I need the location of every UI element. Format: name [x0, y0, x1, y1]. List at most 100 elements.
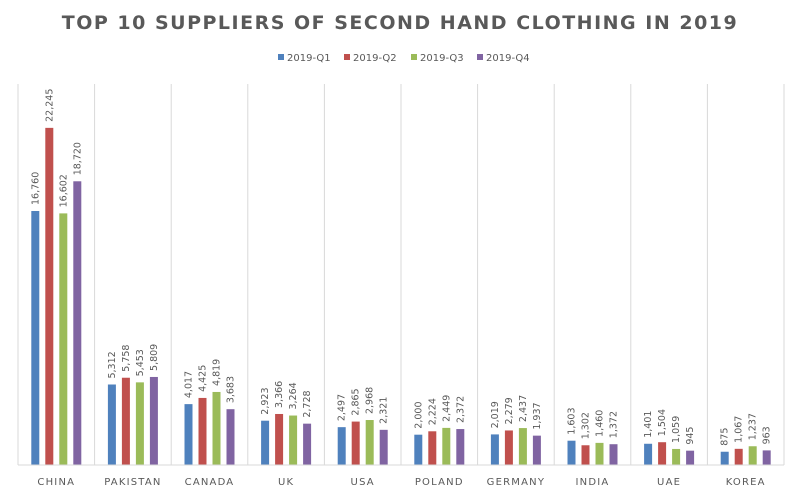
- bar-pakistan-2019-q2: [121, 377, 130, 465]
- category-label-india: INDIA: [576, 477, 610, 488]
- bar-china-2019-q4: [73, 181, 82, 465]
- bar-china-2019-q1: [31, 210, 40, 465]
- category-label-uk: UK: [278, 477, 294, 488]
- legend-label-1: 2019-Q1: [287, 53, 331, 64]
- data-label: 5,758: [121, 345, 132, 372]
- bar-korea-2019-q2: [734, 448, 743, 465]
- bar-india-2019-q3: [595, 442, 604, 465]
- bar-india-2019-q1: [567, 440, 576, 465]
- data-label: 2,923: [260, 387, 271, 414]
- legend-swatch-1: [278, 54, 284, 60]
- bar-uk-2019-q1: [261, 420, 270, 465]
- data-label: 5,453: [135, 349, 146, 376]
- bars: [31, 127, 771, 465]
- data-label: 1,937: [532, 402, 543, 429]
- data-label: 22,245: [44, 89, 55, 122]
- bar-canada-2019-q1: [184, 404, 193, 465]
- bar-china-2019-q2: [45, 127, 54, 465]
- category-label-poland: POLAND: [415, 477, 464, 488]
- data-label: 2,865: [351, 388, 362, 415]
- category-label-uae: UAE: [657, 477, 681, 488]
- data-label: 963: [762, 426, 773, 444]
- bar-uk-2019-q4: [303, 423, 312, 465]
- data-label: 3,366: [274, 381, 285, 408]
- category-label-china: CHINA: [37, 477, 75, 488]
- bar-china-2019-q3: [59, 213, 68, 465]
- data-label: 2,449: [441, 395, 452, 422]
- data-label: 4,425: [198, 365, 209, 392]
- bar-usa-2019-q2: [351, 421, 360, 465]
- data-label: 2,728: [302, 390, 313, 417]
- legend: 2019-Q1 2019-Q2 2019-Q3 2019-Q4: [278, 53, 530, 64]
- data-label: 2,000: [413, 401, 424, 428]
- bar-poland-2019-q4: [456, 429, 465, 465]
- bar-germany-2019-q1: [490, 434, 499, 465]
- data-label: 2,497: [337, 394, 348, 421]
- data-label: 1,603: [567, 408, 578, 435]
- bar-usa-2019-q4: [379, 429, 388, 465]
- bar-uae-2019-q3: [672, 448, 681, 465]
- bar-poland-2019-q3: [442, 427, 451, 465]
- data-label: 2,019: [490, 401, 501, 428]
- bar-germany-2019-q3: [518, 428, 527, 465]
- chart-title: TOP 10 SUPPLIERS OF SECOND HAND CLOTHING…: [62, 12, 738, 34]
- data-label: 2,968: [365, 387, 376, 414]
- bar-uk-2019-q2: [275, 413, 284, 465]
- bar-canada-2019-q2: [198, 397, 207, 465]
- category-separators: [17, 84, 785, 465]
- bar-india-2019-q2: [581, 445, 590, 465]
- category-label-canada: CANADA: [185, 477, 235, 488]
- bar-pakistan-2019-q3: [135, 382, 144, 465]
- data-label: 18,720: [72, 142, 83, 175]
- legend-swatch-4: [477, 54, 483, 60]
- category-label-korea: KOREA: [726, 477, 766, 488]
- bar-uae-2019-q2: [658, 442, 667, 465]
- category-label-germany: GERMANY: [487, 477, 545, 488]
- bar-poland-2019-q2: [428, 431, 437, 465]
- legend-label-2: 2019-Q2: [353, 53, 397, 64]
- data-label: 2,372: [455, 396, 466, 423]
- category-label-usa: USA: [351, 477, 375, 488]
- data-label: 3,264: [288, 382, 299, 409]
- data-label: 1,067: [734, 416, 745, 443]
- bar-canada-2019-q4: [226, 409, 235, 465]
- data-label: 5,809: [149, 344, 160, 371]
- data-label: 2,437: [518, 395, 529, 422]
- bar-usa-2019-q1: [337, 427, 346, 465]
- data-label: 945: [685, 427, 696, 445]
- data-label: 4,819: [212, 359, 223, 386]
- bar-germany-2019-q4: [532, 435, 541, 465]
- bar-uae-2019-q4: [686, 450, 695, 465]
- bar-usa-2019-q3: [365, 420, 374, 465]
- bar-uae-2019-q1: [644, 443, 653, 465]
- legend-swatch-2: [344, 54, 350, 60]
- data-label: 2,279: [504, 397, 515, 424]
- data-label: 2,321: [379, 397, 390, 424]
- data-label: 16,760: [30, 172, 41, 205]
- legend-label-4: 2019-Q4: [486, 53, 530, 64]
- category-labels: CHINA PAKISTAN CANADA UK USA POLAND GERMANY IND…: [37, 477, 766, 488]
- bar-korea-2019-q3: [748, 446, 757, 465]
- category-label-pakistan: PAKISTAN: [104, 477, 161, 488]
- bar-pakistan-2019-q1: [107, 384, 116, 465]
- bar-poland-2019-q1: [414, 434, 423, 465]
- bar-india-2019-q4: [609, 444, 618, 465]
- data-label: 16,602: [58, 174, 69, 207]
- bar-uk-2019-q3: [289, 415, 298, 465]
- data-label: 1,401: [643, 411, 654, 438]
- bar-pakistan-2019-q4: [149, 376, 158, 465]
- bar-canada-2019-q3: [212, 391, 221, 465]
- legend-swatch-3: [411, 54, 417, 60]
- data-label: 1,372: [609, 411, 620, 438]
- data-label: 1,460: [595, 410, 606, 437]
- data-label: 3,683: [226, 376, 237, 403]
- bar-korea-2019-q4: [762, 450, 771, 465]
- data-label: 875: [720, 428, 731, 446]
- data-label: 1,504: [657, 409, 668, 436]
- bar-germany-2019-q2: [504, 430, 513, 465]
- data-label: 5,312: [107, 351, 118, 378]
- bar-korea-2019-q1: [720, 451, 729, 465]
